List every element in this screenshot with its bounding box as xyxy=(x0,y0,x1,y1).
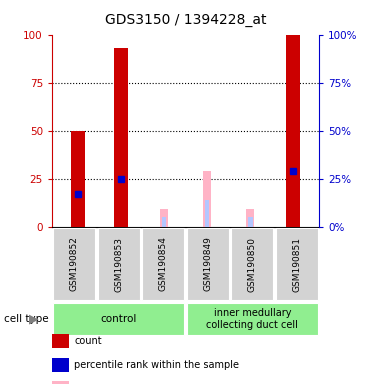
Bar xyxy=(205,200,210,227)
Text: GDS3150 / 1394228_at: GDS3150 / 1394228_at xyxy=(105,13,266,27)
Text: GSM190854: GSM190854 xyxy=(159,237,168,291)
Text: GSM190850: GSM190850 xyxy=(248,237,257,291)
Bar xyxy=(248,217,253,227)
Bar xyxy=(71,131,85,227)
Text: GSM190852: GSM190852 xyxy=(70,237,79,291)
Text: percentile rank within the sample: percentile rank within the sample xyxy=(74,360,239,370)
Text: GSM190853: GSM190853 xyxy=(114,237,123,291)
Bar xyxy=(203,171,211,227)
Text: control: control xyxy=(101,314,137,324)
Text: ▶: ▶ xyxy=(29,312,38,325)
Text: count: count xyxy=(74,336,102,346)
Text: GSM190849: GSM190849 xyxy=(203,237,212,291)
Bar xyxy=(114,48,128,227)
Text: cell type: cell type xyxy=(4,314,48,324)
Text: inner medullary
collecting duct cell: inner medullary collecting duct cell xyxy=(206,308,298,329)
Bar xyxy=(246,209,254,227)
Bar xyxy=(161,217,166,227)
Bar xyxy=(160,209,168,227)
Text: GSM190851: GSM190851 xyxy=(292,237,301,291)
Bar xyxy=(286,35,300,227)
